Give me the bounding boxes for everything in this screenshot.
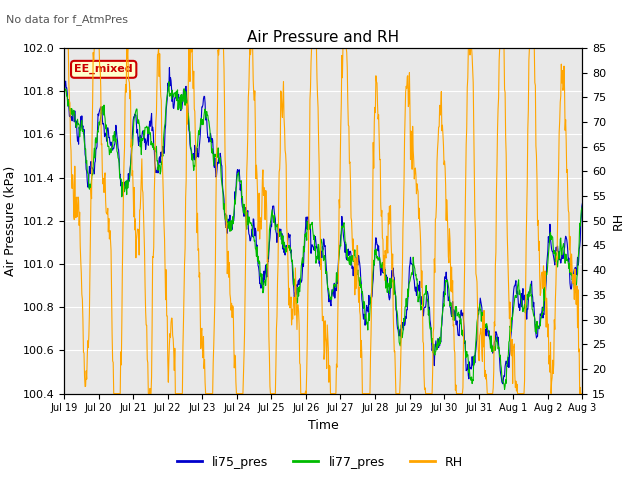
Y-axis label: Air Pressure (kPa): Air Pressure (kPa) [4, 166, 17, 276]
Title: Air Pressure and RH: Air Pressure and RH [247, 30, 399, 46]
X-axis label: Time: Time [308, 419, 339, 432]
Text: No data for f_AtmPres: No data for f_AtmPres [6, 14, 129, 25]
Text: EE_mixed: EE_mixed [74, 64, 133, 74]
Y-axis label: RH: RH [612, 212, 625, 230]
Legend: li75_pres, li77_pres, RH: li75_pres, li77_pres, RH [172, 451, 468, 474]
